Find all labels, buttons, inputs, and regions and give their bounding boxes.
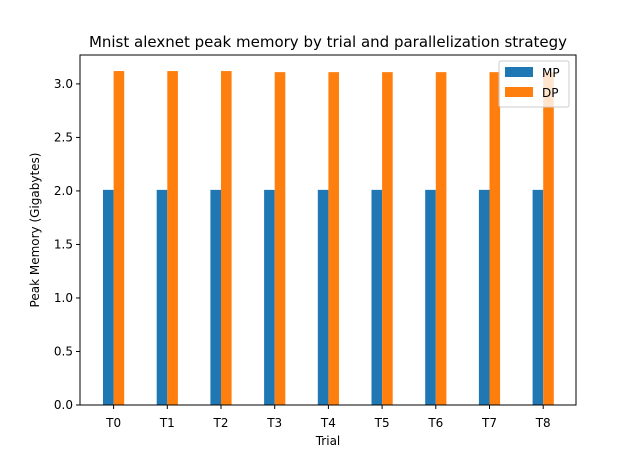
x-axis: T0 T1 T2 T3 T4 T5 T6 T7 T8 (105, 405, 551, 430)
bar-dp-t7 (489, 72, 501, 405)
bar-dp-t1 (167, 71, 178, 405)
legend-swatch-dp (505, 87, 533, 97)
legend-label-mp: MP (542, 66, 560, 80)
x-tick-label: T3 (266, 416, 282, 430)
legend: MP DP (498, 60, 570, 108)
x-tick-label: T7 (481, 416, 497, 430)
bar-dp-t5 (382, 72, 393, 405)
bar-mp-t3 (264, 189, 275, 405)
x-tick-label: T8 (535, 416, 551, 430)
bar-mp-t1 (156, 189, 168, 405)
bar-dp-t4 (328, 72, 339, 405)
bar-mp-t8 (532, 189, 544, 405)
y-tick-label: 2.5 (54, 130, 73, 144)
y-tick-label: 1.0 (54, 291, 73, 305)
bar-mp-t4 (317, 189, 329, 405)
y-tick-label: 1.5 (54, 237, 73, 251)
bar-dp-t2 (221, 71, 232, 405)
bar-mp-t0 (103, 189, 114, 405)
bar-dp-t0 (113, 71, 125, 405)
bars-layer (103, 71, 554, 405)
bar-dp-t6 (435, 72, 447, 405)
y-tick-label: 3.0 (54, 77, 73, 91)
y-tick-label: 2.0 (54, 184, 73, 198)
x-tick-label: T6 (427, 416, 443, 430)
x-tick-label: T2 (213, 416, 229, 430)
x-tick-label: T4 (320, 416, 336, 430)
bar-mp-t2 (210, 189, 221, 405)
bar-dp-t8 (543, 72, 554, 405)
bar-mp-t6 (425, 189, 436, 405)
chart-title: Mnist alexnet peak memory by trial and p… (89, 33, 567, 51)
bar-dp-t3 (274, 72, 286, 405)
bar-mp-t5 (371, 189, 383, 405)
x-axis-label: Trial (315, 434, 341, 448)
x-tick-label: T5 (374, 416, 390, 430)
x-tick-label: T1 (159, 416, 175, 430)
y-tick-label: 0.5 (54, 344, 73, 358)
y-axis: 0.0 0.5 1.0 1.5 2.0 2.5 3.0 (54, 77, 80, 412)
y-tick-label: 0.0 (54, 398, 73, 412)
legend-label-dp: DP (542, 86, 558, 100)
x-tick-label: T0 (105, 416, 121, 430)
y-axis-label: Peak Memory (Gigabytes) (28, 153, 42, 308)
bar-mp-t7 (478, 189, 490, 405)
legend-swatch-mp (505, 67, 533, 77)
